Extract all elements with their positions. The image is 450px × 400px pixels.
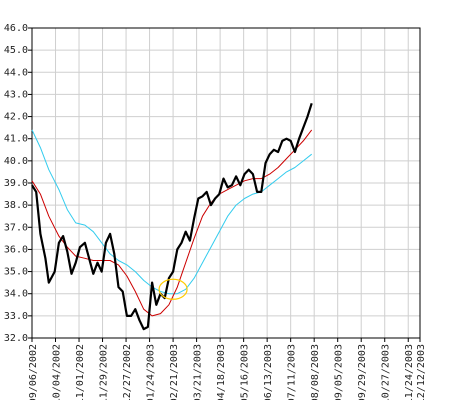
axes [28,27,421,342]
annotation-layer [158,278,188,300]
y-tick-label: 44.0 [4,67,28,78]
y-tick-label: 33.0 [4,311,28,322]
x-tick-label: 09/29/2003 [357,344,368,400]
y-tick-label: 39.0 [4,178,28,189]
x-tick-label: 07/11/2003 [287,344,298,400]
highlight-circle [158,278,188,300]
y-tick-label: 32.0 [4,333,28,344]
x-tick-label: 05/16/2003 [240,344,251,400]
series-layer [31,102,313,331]
x-tick-label: 02/21/2003 [169,344,180,400]
y-tick-label: 36.0 [4,244,28,255]
x-tick-label: 12/27/2002 [122,344,133,400]
x-tick-label: 06/13/2003 [263,344,274,400]
y-tick-label: 42.0 [4,112,28,123]
y-tick-label: 43.0 [4,89,28,100]
grid-lines [31,27,421,339]
y-tick-label: 37.0 [4,222,28,233]
y-tick-label: 41.0 [4,134,28,145]
x-tick-label: 08/08/2003 [310,344,321,400]
x-tick-label: 03/21/2003 [193,344,204,400]
x-tick-label: 10/27/2003 [381,344,392,400]
x-axis-labels: 09/06/2002 10/04/2002 11/01/2002 11/29/2002… [28,344,427,400]
series-line-long-average [31,129,313,295]
x-tick-label: 09/06/2002 [28,344,39,400]
series-line-price [31,102,313,331]
x-tick-label: 11/29/2002 [99,344,110,400]
y-tick-label: 45.0 [4,45,28,56]
y-tick-label: 46.0 [4,23,28,34]
x-tick-label: 11/24/2003 [404,344,415,400]
y-tick-label: 35.0 [4,267,28,278]
series-line-short-average [31,129,313,317]
x-tick-label: 01/24/2003 [146,344,157,400]
x-tick-label: 09/05/2003 [334,344,345,400]
x-tick-label: 10/04/2002 [52,344,63,400]
x-tick-label: 04/18/2003 [216,344,227,400]
x-tick-label: 11/01/2002 [75,344,86,400]
y-axis-labels: 32.0 33.0 34.0 35.0 36.0 37.0 38.0 39.0 40.0 41.0… [4,23,28,344]
y-tick-label: 40.0 [4,156,28,167]
y-tick-label: 38.0 [4,200,28,211]
y-tick-label: 34.0 [4,289,28,300]
x-tick-label: 12/12/2003 [416,344,427,400]
plot-frame [31,27,421,339]
